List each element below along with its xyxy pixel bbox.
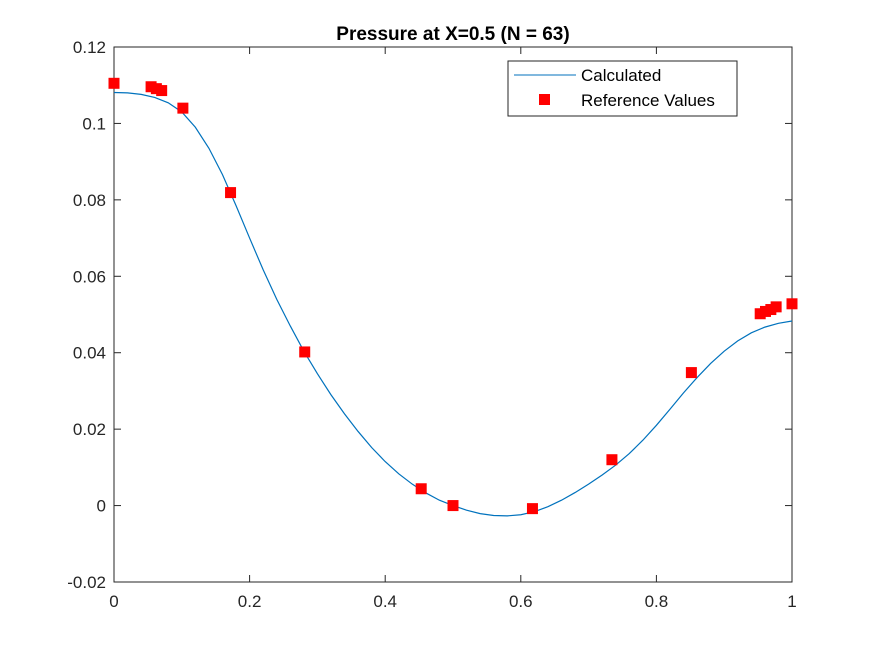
x-tick-label: 0.4 — [373, 592, 397, 611]
plot-area: 0 0.2 0.4 0.6 0.8 1 -0.0200.020.040.060.080.1… — [67, 38, 798, 611]
x-tick-label: 0.8 — [645, 592, 669, 611]
y-tick-label: 0.12 — [73, 38, 106, 57]
x-tick-label: 1 — [787, 592, 796, 611]
data-point-reference — [447, 500, 459, 512]
data-point-reference — [225, 187, 237, 199]
legend-box — [507, 60, 738, 117]
data-point-reference — [606, 454, 618, 466]
data-point-reference — [415, 483, 427, 495]
x-tick-label: 0.6 — [509, 592, 533, 611]
data-point-reference — [108, 77, 120, 89]
data-point-reference — [526, 503, 538, 515]
y-tick-label: 0.06 — [73, 267, 106, 286]
legend: Calculated Reference Values — [507, 60, 738, 117]
data-point-reference — [786, 298, 798, 310]
y-tick-label: 0.02 — [73, 420, 106, 439]
x-tick-label: 0 — [109, 592, 118, 611]
legend-marker-sample — [539, 94, 550, 105]
y-tick-label: -0.02 — [67, 573, 106, 592]
chart-title: Pressure at X=0.5 (N = 63) — [336, 24, 569, 45]
data-point-reference — [685, 367, 697, 379]
y-tick-label: 0.1 — [82, 114, 106, 133]
axes-box — [113, 46, 793, 583]
series-layer — [108, 77, 798, 517]
x-tick-label: 0.2 — [238, 592, 262, 611]
y-tick-label: 0.08 — [73, 191, 106, 210]
data-point-reference — [770, 301, 782, 313]
legend-label-reference: Reference Values — [581, 91, 715, 110]
y-tick-label: 0.04 — [73, 344, 106, 363]
data-point-reference — [156, 85, 168, 97]
y-tick-label: 0 — [97, 497, 106, 516]
y-axis: -0.02 0 0.02 0.04 0.06 0.08 0.1 0.12 — [67, 38, 792, 592]
legend-label-calculated: Calculated — [581, 66, 661, 85]
data-point-reference — [177, 102, 189, 114]
x-axis: 0 0.2 0.4 0.6 0.8 1 — [109, 47, 797, 611]
data-point-reference — [299, 346, 311, 358]
